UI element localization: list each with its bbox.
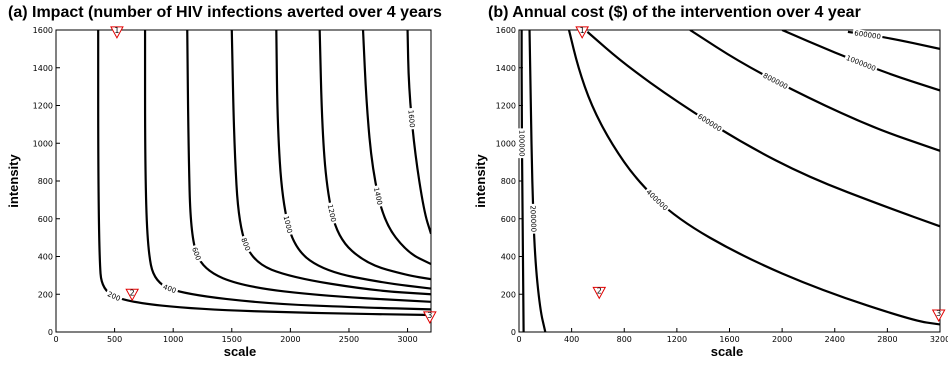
chart-a-contour-label: 600: [190, 246, 202, 261]
chart-a-xtick-label: 500: [107, 335, 122, 344]
chart-b-contour-label-bg: [695, 111, 725, 134]
chart-b-ylabel: intensity: [473, 154, 488, 208]
chart-a-contour-label-bg: [281, 213, 295, 236]
chart-b-xtick-label: 2000: [772, 335, 792, 344]
chart-b-marker: [592, 286, 607, 300]
chart-a-contour-line: [361, 30, 431, 266]
chart-b-xtick-label: 0: [516, 335, 521, 344]
chart-a-ytick-label: 1200: [33, 102, 53, 111]
chart-b-marker: [931, 309, 946, 323]
chart-a-contour-label: 800: [239, 237, 251, 252]
chart-a-contour-line: [97, 30, 431, 317]
chart-b-xtick-label: 400: [564, 335, 579, 344]
chart-a-xtick-label: 2500: [339, 335, 359, 344]
chart-b-contour-label-bg: [517, 128, 527, 159]
chart-b-xtick-label: 1600: [719, 335, 739, 344]
chart-a-contour-label-bg: [189, 244, 204, 263]
chart-b-contour-label-bg: [528, 203, 538, 234]
chart-a-ytick-label: 800: [38, 177, 53, 186]
chart-a-contour-label: 400: [162, 283, 177, 295]
chart-a-ytick-label: 400: [38, 253, 53, 262]
chart-b-xtick-label: 2800: [877, 335, 897, 344]
chart-a-contour-line: [230, 30, 431, 296]
chart-b-title: (b) Annual cost ($) of the intervention …: [488, 4, 861, 21]
chart-b-marker-label: 3: [936, 309, 941, 318]
chart-a-title: (a) Impact (number of HIV infections ave…: [8, 4, 442, 21]
chart-a-marker: [125, 288, 140, 302]
chart-a-marker-label: 2: [130, 288, 135, 297]
chart-a-xtick-label: 1000: [163, 335, 183, 344]
chart-a-contour-label-bg: [104, 288, 124, 304]
chart-a-ytick-label: 1400: [33, 64, 53, 73]
chart-a-xlabel: scale: [224, 344, 257, 359]
chart-b-ytick-label: 0: [511, 328, 516, 337]
chart-a-contour-label-bg: [372, 184, 385, 208]
chart-b-contour-line: [586, 31, 940, 228]
chart-a-contour-label: 1400: [372, 187, 384, 206]
chart-b-ytick-label: 200: [501, 290, 516, 299]
chart-b-contour-label: 600000: [696, 112, 723, 133]
chart-a-contour-label-bg: [325, 201, 339, 225]
chart-b-contour-label: 800000: [762, 72, 789, 91]
chart-a-ylabel: intensity: [6, 154, 21, 208]
chart-b-contour-label-bg: [843, 53, 879, 74]
chart-a-marker: [422, 311, 437, 324]
chart-a-ytick-label: 600: [38, 215, 53, 224]
chart-b-contour-label: 200000: [529, 205, 538, 232]
chart-b-contour-label-bg: [760, 70, 791, 92]
chart-b-marker-label: 2: [597, 286, 602, 295]
chart-a-ytick-label: 200: [38, 290, 53, 299]
chart-a-marker-label: 1: [114, 26, 119, 35]
chart-b-contour-line: [567, 30, 940, 326]
chart-b-ytick-label: 1200: [496, 102, 516, 111]
chart-b-xtick-label: 1200: [667, 335, 687, 344]
chart-b-contour-line: [528, 30, 547, 332]
chart-b-xtick-label: 3200: [930, 335, 948, 344]
chart-a-ytick-label: 1000: [33, 139, 53, 148]
chart-a-contour-label-bg: [239, 234, 253, 254]
chart-a-ytick-label: 0: [48, 328, 53, 337]
chart-b-ytick-label: 1400: [496, 64, 516, 73]
chart-a-ytick-label: 1600: [33, 26, 53, 35]
chart-a-contour-line: [318, 30, 431, 281]
chart-b-ytick-label: 600: [501, 215, 516, 224]
chart-a-contour-line: [186, 30, 431, 303]
chart-b-xlabel: scale: [711, 344, 744, 359]
chart-a-xtick-label: 2000: [280, 335, 300, 344]
chart-b-xtick-label: 2400: [825, 335, 845, 344]
chart-b-contour-label-bg: [852, 28, 883, 41]
chart-a-marker: [110, 26, 124, 39]
chart-b-contour-label: 400000: [644, 188, 669, 212]
chart-b-ytick-label: 1000: [496, 139, 516, 148]
chart-a-xtick-label: 3000: [397, 335, 417, 344]
chart-b-contour-line: [520, 30, 525, 332]
chart-b-contour-line: [689, 30, 940, 152]
chart-a-contour-label: 1600: [406, 110, 416, 128]
chart-a-contour-line: [406, 30, 431, 235]
chart-b-ytick-label: 400: [501, 253, 516, 262]
chart-a-marker-label: 3: [427, 311, 432, 320]
chart-a-contour-line: [275, 30, 431, 290]
chart-b-marker-label: 1: [580, 26, 585, 35]
chart-b-contour-label: 600000: [854, 29, 882, 41]
chart-a-contour-label: 1000: [282, 215, 294, 234]
chart-a-xtick-label: 1500: [222, 335, 242, 344]
chart-b-contour-label: 100000: [517, 130, 525, 157]
chart-b-marker: [575, 26, 589, 39]
chart-b-contour-label: 1000000: [845, 54, 877, 73]
chart-b-ytick-label: 1600: [496, 26, 516, 35]
chart-a-contour-label-bg: [160, 281, 179, 296]
chart-a-contour-label: 1200: [326, 204, 338, 223]
chart-a-xtick-label: 0: [53, 335, 58, 344]
chart-b-xtick-label: 800: [617, 335, 632, 344]
chart-b-ytick-label: 800: [501, 177, 516, 186]
chart-b-contour-label-bg: [643, 186, 671, 214]
chart-a-contour-label-bg: [406, 107, 417, 130]
